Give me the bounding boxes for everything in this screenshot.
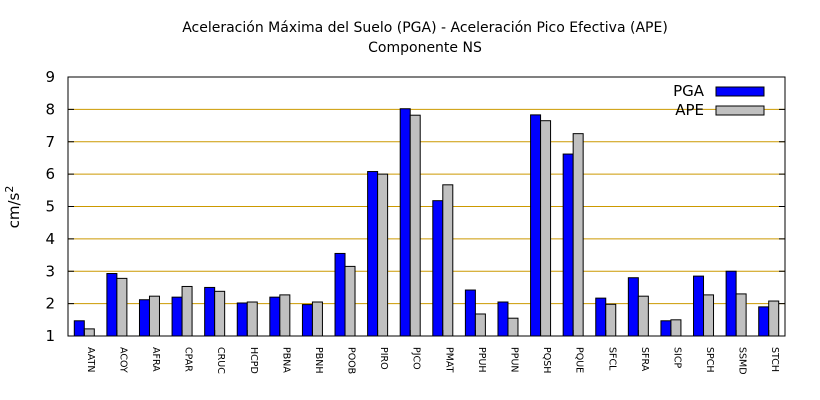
bar-ape-pbna bbox=[279, 294, 291, 337]
bar-pga-aatn bbox=[73, 320, 85, 337]
x-tick-label: POOB bbox=[346, 347, 357, 374]
chart-subtitle: Componente NS bbox=[368, 40, 482, 56]
x-tick-label: PBNA bbox=[280, 347, 291, 373]
bar-ape-cpar bbox=[181, 285, 193, 337]
x-tick-label: SFRA bbox=[639, 347, 650, 372]
grid-lines bbox=[68, 108, 785, 305]
bar-ape-poob bbox=[344, 265, 356, 337]
bar-ape-ppuh bbox=[474, 313, 486, 337]
bar-pga-pqsh bbox=[530, 114, 542, 337]
legend-label-ape: APE bbox=[675, 101, 704, 119]
bar-pga-cpar bbox=[171, 296, 183, 337]
y-tick-label: 3 bbox=[45, 262, 55, 280]
legend-swatch-pga bbox=[715, 86, 765, 97]
bar-ape-pjco bbox=[409, 114, 421, 337]
bar-ape-sfra bbox=[637, 295, 649, 337]
x-tick-label: AFRA bbox=[150, 347, 161, 372]
x-tick-label: PBNH bbox=[313, 347, 324, 374]
bar-ape-cruc bbox=[214, 290, 226, 337]
bar-pga-ssmd bbox=[725, 270, 737, 337]
x-tick-label: STCH bbox=[769, 347, 780, 372]
bar-ape-aatn bbox=[83, 328, 95, 337]
legend-label-pga: PGA bbox=[673, 82, 705, 100]
bar-pga-pque bbox=[562, 153, 574, 337]
bar-pga-ppun bbox=[497, 301, 509, 337]
x-tick-label: SPCH bbox=[704, 347, 715, 373]
bar-ape-pmat bbox=[442, 184, 454, 337]
bar-pga-sfcl bbox=[595, 297, 607, 337]
bar-pga-hcpd bbox=[236, 302, 248, 337]
bar-pga-sfra bbox=[627, 277, 639, 337]
bar-pga-pjco bbox=[399, 108, 411, 337]
x-tick-label: PQSH bbox=[541, 347, 552, 373]
bar-ape-sfcl bbox=[605, 303, 617, 337]
bar-ape-afra bbox=[148, 295, 160, 337]
bar-pga-stch bbox=[758, 306, 770, 337]
x-tick-label: PJCO bbox=[411, 347, 422, 370]
x-tick-label: HCPD bbox=[248, 347, 259, 374]
legend: PGA APE bbox=[673, 82, 765, 119]
plot-frame bbox=[67, 76, 786, 337]
chart-title: Aceleración Máxima del Suelo (PGA) - Ace… bbox=[182, 20, 668, 36]
x-tick-label: PPUN bbox=[508, 347, 519, 373]
x-tick-label: SICP bbox=[671, 347, 682, 368]
y-tick-label: 2 bbox=[45, 295, 55, 313]
x-tick-label: ACOY bbox=[117, 347, 128, 373]
x-tick-label: AATN bbox=[85, 347, 96, 372]
bar-ape-spch bbox=[703, 294, 715, 337]
bar-ape-pbnh bbox=[311, 301, 323, 337]
y-axis-ticks: 1 2 3 4 5 6 7 8 9 bbox=[45, 68, 785, 345]
y-tick-label: 9 bbox=[45, 68, 55, 86]
bar-ape-pqsh bbox=[540, 120, 552, 337]
bar-pga-pmat bbox=[432, 200, 444, 337]
x-tick-label: CPAR bbox=[183, 347, 194, 372]
bar-pga-spch bbox=[693, 275, 705, 337]
y-tick-label: 8 bbox=[45, 100, 55, 118]
bar-pga-afra bbox=[138, 299, 150, 337]
bar-pga-ppuh bbox=[464, 289, 476, 337]
legend-swatch-ape bbox=[715, 105, 765, 116]
x-tick-label: PPUH bbox=[476, 347, 487, 373]
bar-ape-pque bbox=[572, 133, 584, 337]
x-tick-label: SFCL bbox=[606, 347, 617, 371]
y-tick-label: 7 bbox=[45, 133, 55, 151]
y-tick-label: 6 bbox=[45, 165, 55, 183]
bar-pga-pbna bbox=[269, 296, 281, 337]
bar-pga-acoy bbox=[106, 273, 118, 337]
bar-ape-ppun bbox=[507, 317, 519, 337]
bar-ape-stch bbox=[768, 300, 780, 337]
bar-ape-piro bbox=[377, 173, 389, 337]
bar-ape-acoy bbox=[116, 277, 128, 337]
bar-pga-sicp bbox=[660, 320, 672, 337]
x-tick-label: PMAT bbox=[443, 347, 454, 373]
x-tick-label: CRUC bbox=[215, 347, 226, 374]
bars bbox=[73, 108, 780, 337]
bar-ape-hcpd bbox=[246, 301, 258, 337]
y-tick-label: 5 bbox=[45, 198, 55, 216]
x-tick-label: PQUE bbox=[574, 347, 585, 373]
bar-pga-cruc bbox=[204, 286, 216, 337]
y-axis-label: cm/s2 bbox=[3, 186, 23, 229]
bar-ape-ssmd bbox=[735, 293, 747, 337]
bar-pga-poob bbox=[334, 252, 346, 337]
x-axis-ticks: AATN ACOY AFRA CPAR CRUC HCPD PBNA PBNH POOB PIRO… bbox=[83, 330, 780, 375]
bar-pga-piro bbox=[367, 171, 379, 337]
x-tick-label: PIRO bbox=[378, 347, 389, 370]
y-tick-label: 4 bbox=[45, 230, 55, 248]
x-tick-label: SSMD bbox=[737, 347, 748, 375]
y-tick-label: 1 bbox=[45, 327, 55, 345]
bar-pga-pbnh bbox=[301, 304, 313, 337]
bar-ape-sicp bbox=[670, 319, 682, 337]
